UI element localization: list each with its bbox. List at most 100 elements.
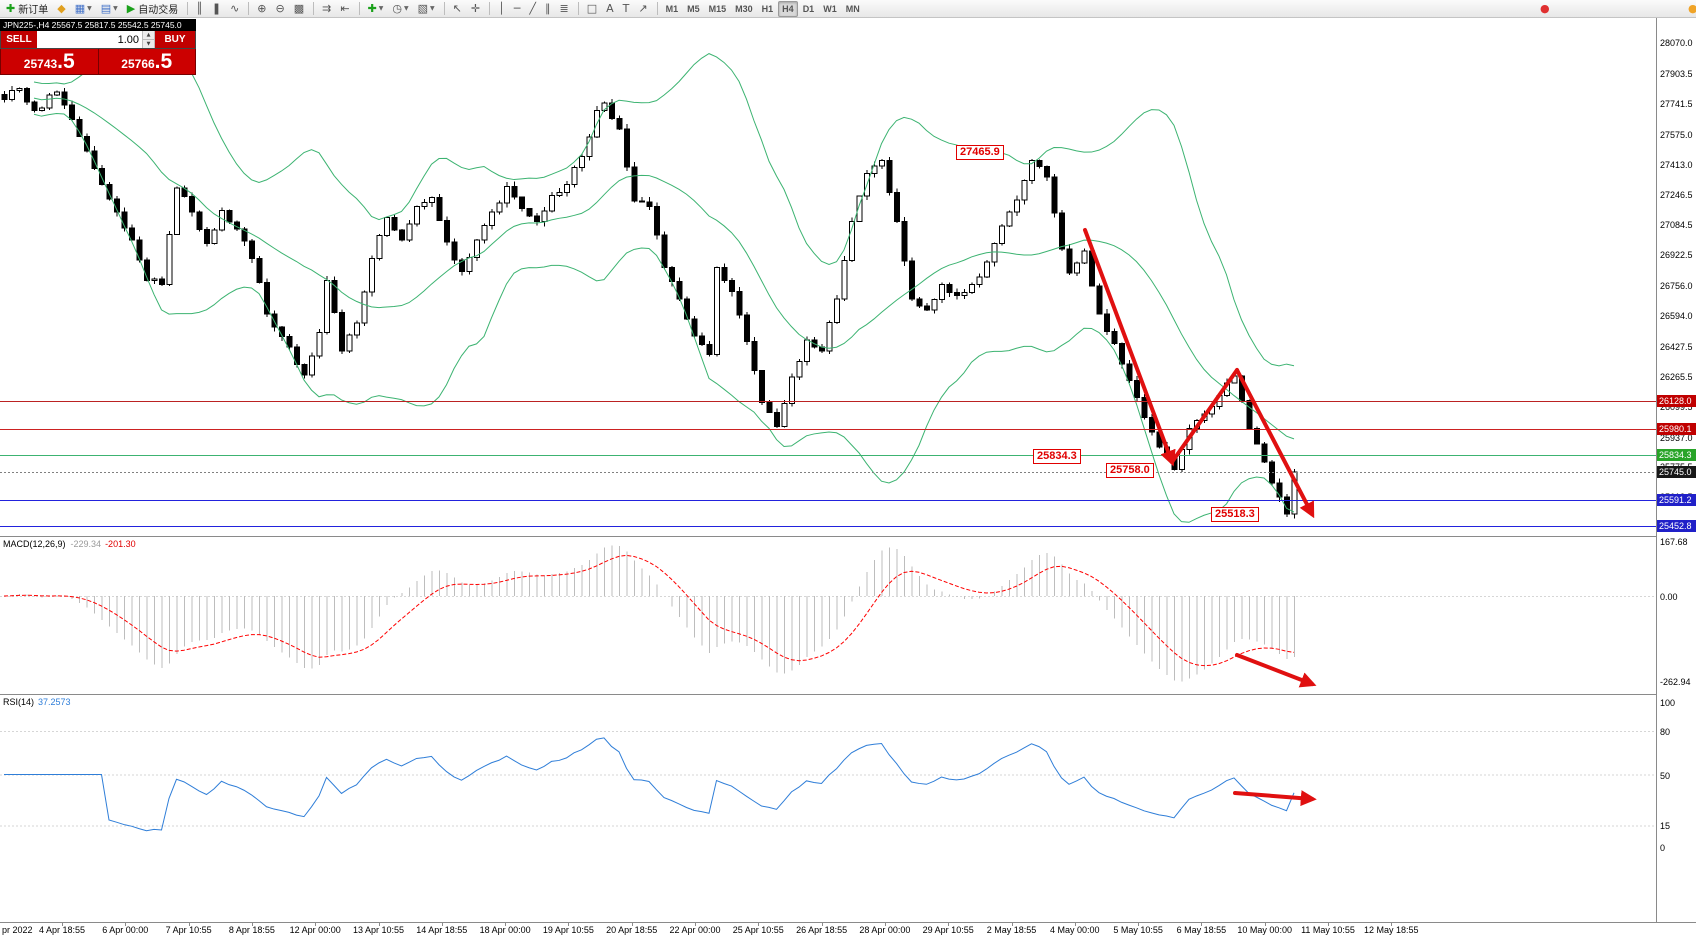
candle-body bbox=[654, 206, 660, 236]
macd-canvas[interactable] bbox=[0, 537, 1656, 694]
candle-body bbox=[894, 191, 900, 222]
new-order-button[interactable]: ✚ 新订单 bbox=[2, 1, 52, 17]
metaeditor-button[interactable]: ◆ bbox=[53, 1, 69, 17]
alert-dot-button[interactable]: ● bbox=[1536, 1, 1554, 17]
price-axis-label: 27575.0 bbox=[1660, 129, 1693, 140]
candle-body bbox=[31, 101, 38, 111]
candle-body bbox=[699, 335, 705, 345]
toolbar-separator bbox=[443, 2, 445, 15]
candle-body bbox=[1231, 375, 1238, 384]
price-chart-canvas[interactable] bbox=[0, 18, 1656, 536]
orange-circle-icon: ● bbox=[1688, 2, 1696, 15]
time-scale[interactable]: pr 2022 4 Apr 18:55 6 Apr 00:00 7 Apr 10:55… bbox=[0, 922, 1696, 936]
macd-panel[interactable]: MACD(12,26,9) -229.34 -201.30 bbox=[0, 537, 1656, 694]
candle-body bbox=[1239, 375, 1245, 401]
tile-windows-icon: ▩ bbox=[293, 1, 305, 15]
candle-body bbox=[804, 339, 810, 362]
community-button[interactable]: ● bbox=[1684, 1, 1696, 17]
candle-body bbox=[1216, 394, 1223, 407]
tf-m5-button[interactable]: M5 bbox=[683, 1, 704, 17]
time-axis-label: 4 Apr 18:55 bbox=[38, 925, 86, 935]
main-chart-panel[interactable] bbox=[0, 18, 1656, 536]
tf-h1-button[interactable]: H1 bbox=[758, 1, 778, 17]
candle-body bbox=[556, 191, 563, 197]
price-annotation[interactable]: 25518.3 bbox=[1211, 507, 1259, 522]
text-button[interactable]: A bbox=[602, 1, 618, 17]
tile-windows-button[interactable]: ▩ bbox=[290, 1, 308, 17]
time-axis-tick bbox=[62, 923, 63, 926]
autotrading-button[interactable]: ▶ 自动交易 bbox=[123, 1, 182, 17]
buy-button[interactable]: BUY bbox=[155, 31, 195, 48]
indicators-button[interactable]: ✚ ▼ bbox=[364, 1, 388, 17]
tf-m30-button[interactable]: M30 bbox=[731, 1, 757, 17]
trendline-button[interactable]: ╱ bbox=[525, 1, 540, 17]
candle-body bbox=[354, 322, 360, 336]
time-axis-label: 8 Apr 18:55 bbox=[228, 925, 275, 935]
candle-body bbox=[76, 119, 83, 137]
one-click-trading-panel: JPN225-,H4 25567.5 25817.5 25542.5 25745… bbox=[0, 19, 196, 75]
bar-chart-button[interactable]: ║ bbox=[192, 1, 207, 17]
red-dot-icon: ● bbox=[1540, 2, 1550, 15]
candle-body bbox=[714, 267, 720, 356]
auto-scroll-button[interactable]: ⇉ bbox=[318, 1, 335, 17]
panel-divider[interactable] bbox=[0, 694, 1696, 695]
volume-down-icon[interactable]: ▼ bbox=[143, 40, 154, 48]
candle-body bbox=[429, 196, 435, 204]
candle-body bbox=[249, 240, 255, 259]
candlestick-button[interactable]: ❚ bbox=[208, 1, 225, 17]
macd-signal-value: -201.30 bbox=[105, 539, 136, 549]
clock-icon: ◷ bbox=[392, 1, 403, 15]
volume-up-icon[interactable]: ▲ bbox=[143, 31, 154, 40]
tf-w1-button[interactable]: W1 bbox=[819, 1, 841, 17]
line-chart-button[interactable]: ∿ bbox=[226, 1, 243, 17]
candle-body bbox=[1171, 455, 1178, 471]
candle-body bbox=[1156, 431, 1163, 448]
price-scale[interactable]: 28070.0 27903.5 27741.5 27575.0 27413.0 27246… bbox=[1656, 18, 1696, 922]
candle-body bbox=[1051, 176, 1058, 214]
tf-d1-button[interactable]: D1 bbox=[799, 1, 819, 17]
fibonacci-button[interactable]: ≣ bbox=[555, 1, 572, 17]
shapes-button[interactable]: □ bbox=[583, 1, 601, 17]
candle-body bbox=[1, 94, 8, 100]
tf-m1-button[interactable]: M1 bbox=[662, 1, 683, 17]
volume-input[interactable] bbox=[37, 31, 142, 48]
periods-button[interactable]: ◷ ▼ bbox=[388, 1, 412, 17]
rsi-panel[interactable]: RSI(14) 37.2573 bbox=[0, 695, 1656, 922]
candle-body bbox=[1164, 446, 1170, 457]
tf-m15-button[interactable]: M15 bbox=[705, 1, 731, 17]
label-button[interactable]: T bbox=[619, 1, 634, 17]
panel-divider[interactable] bbox=[0, 536, 1696, 537]
chart-shift-button[interactable]: ⇤ bbox=[336, 1, 353, 17]
crosshair-button[interactable]: ✛ bbox=[467, 1, 484, 17]
auto-scroll-icon: ⇉ bbox=[322, 1, 332, 15]
templates-button[interactable]: ▧ ▼ bbox=[414, 1, 439, 17]
horizontal-line-button[interactable]: ─ bbox=[510, 1, 525, 17]
cursor-button[interactable]: ↖ bbox=[449, 1, 466, 17]
candle-body bbox=[751, 341, 758, 372]
channel-button[interactable]: ∥ bbox=[541, 1, 555, 17]
tf-h4-button[interactable]: H4 bbox=[778, 0, 798, 17]
price-axis-label: 27903.5 bbox=[1660, 68, 1693, 79]
price-annotation[interactable]: 25758.0 bbox=[1106, 463, 1154, 478]
chevron-down-icon: ▼ bbox=[87, 5, 92, 12]
time-axis-tick bbox=[251, 923, 253, 926]
rsi-canvas[interactable] bbox=[0, 695, 1656, 922]
candle-body bbox=[256, 257, 263, 284]
vertical-line-button[interactable]: │ bbox=[494, 1, 509, 17]
bid-price-display[interactable]: 25743.5 bbox=[1, 49, 98, 74]
arrows-button[interactable]: ↗ bbox=[634, 1, 651, 17]
price-annotation[interactable]: 25834.3 bbox=[1033, 449, 1081, 464]
tf-mn-button[interactable]: MN bbox=[842, 1, 864, 17]
time-axis-label: 6 Apr 00:00 bbox=[102, 925, 149, 935]
zoom-out-button[interactable]: ⊖ bbox=[272, 1, 289, 17]
profiles-button[interactable]: ▤ ▼ bbox=[97, 1, 122, 17]
ask-price-display[interactable]: 25766.5 bbox=[97, 49, 195, 74]
time-axis-label: pr 2022 bbox=[2, 925, 33, 935]
time-axis-label: 6 May 18:55 bbox=[1176, 925, 1227, 935]
sell-button[interactable]: SELL bbox=[1, 31, 37, 48]
label-icon: T bbox=[622, 1, 630, 15]
new-chart-button[interactable]: ▦ ▼ bbox=[71, 1, 96, 17]
zoom-in-button[interactable]: ⊕ bbox=[253, 1, 270, 17]
price-annotation[interactable]: 27465.9 bbox=[956, 145, 1004, 160]
